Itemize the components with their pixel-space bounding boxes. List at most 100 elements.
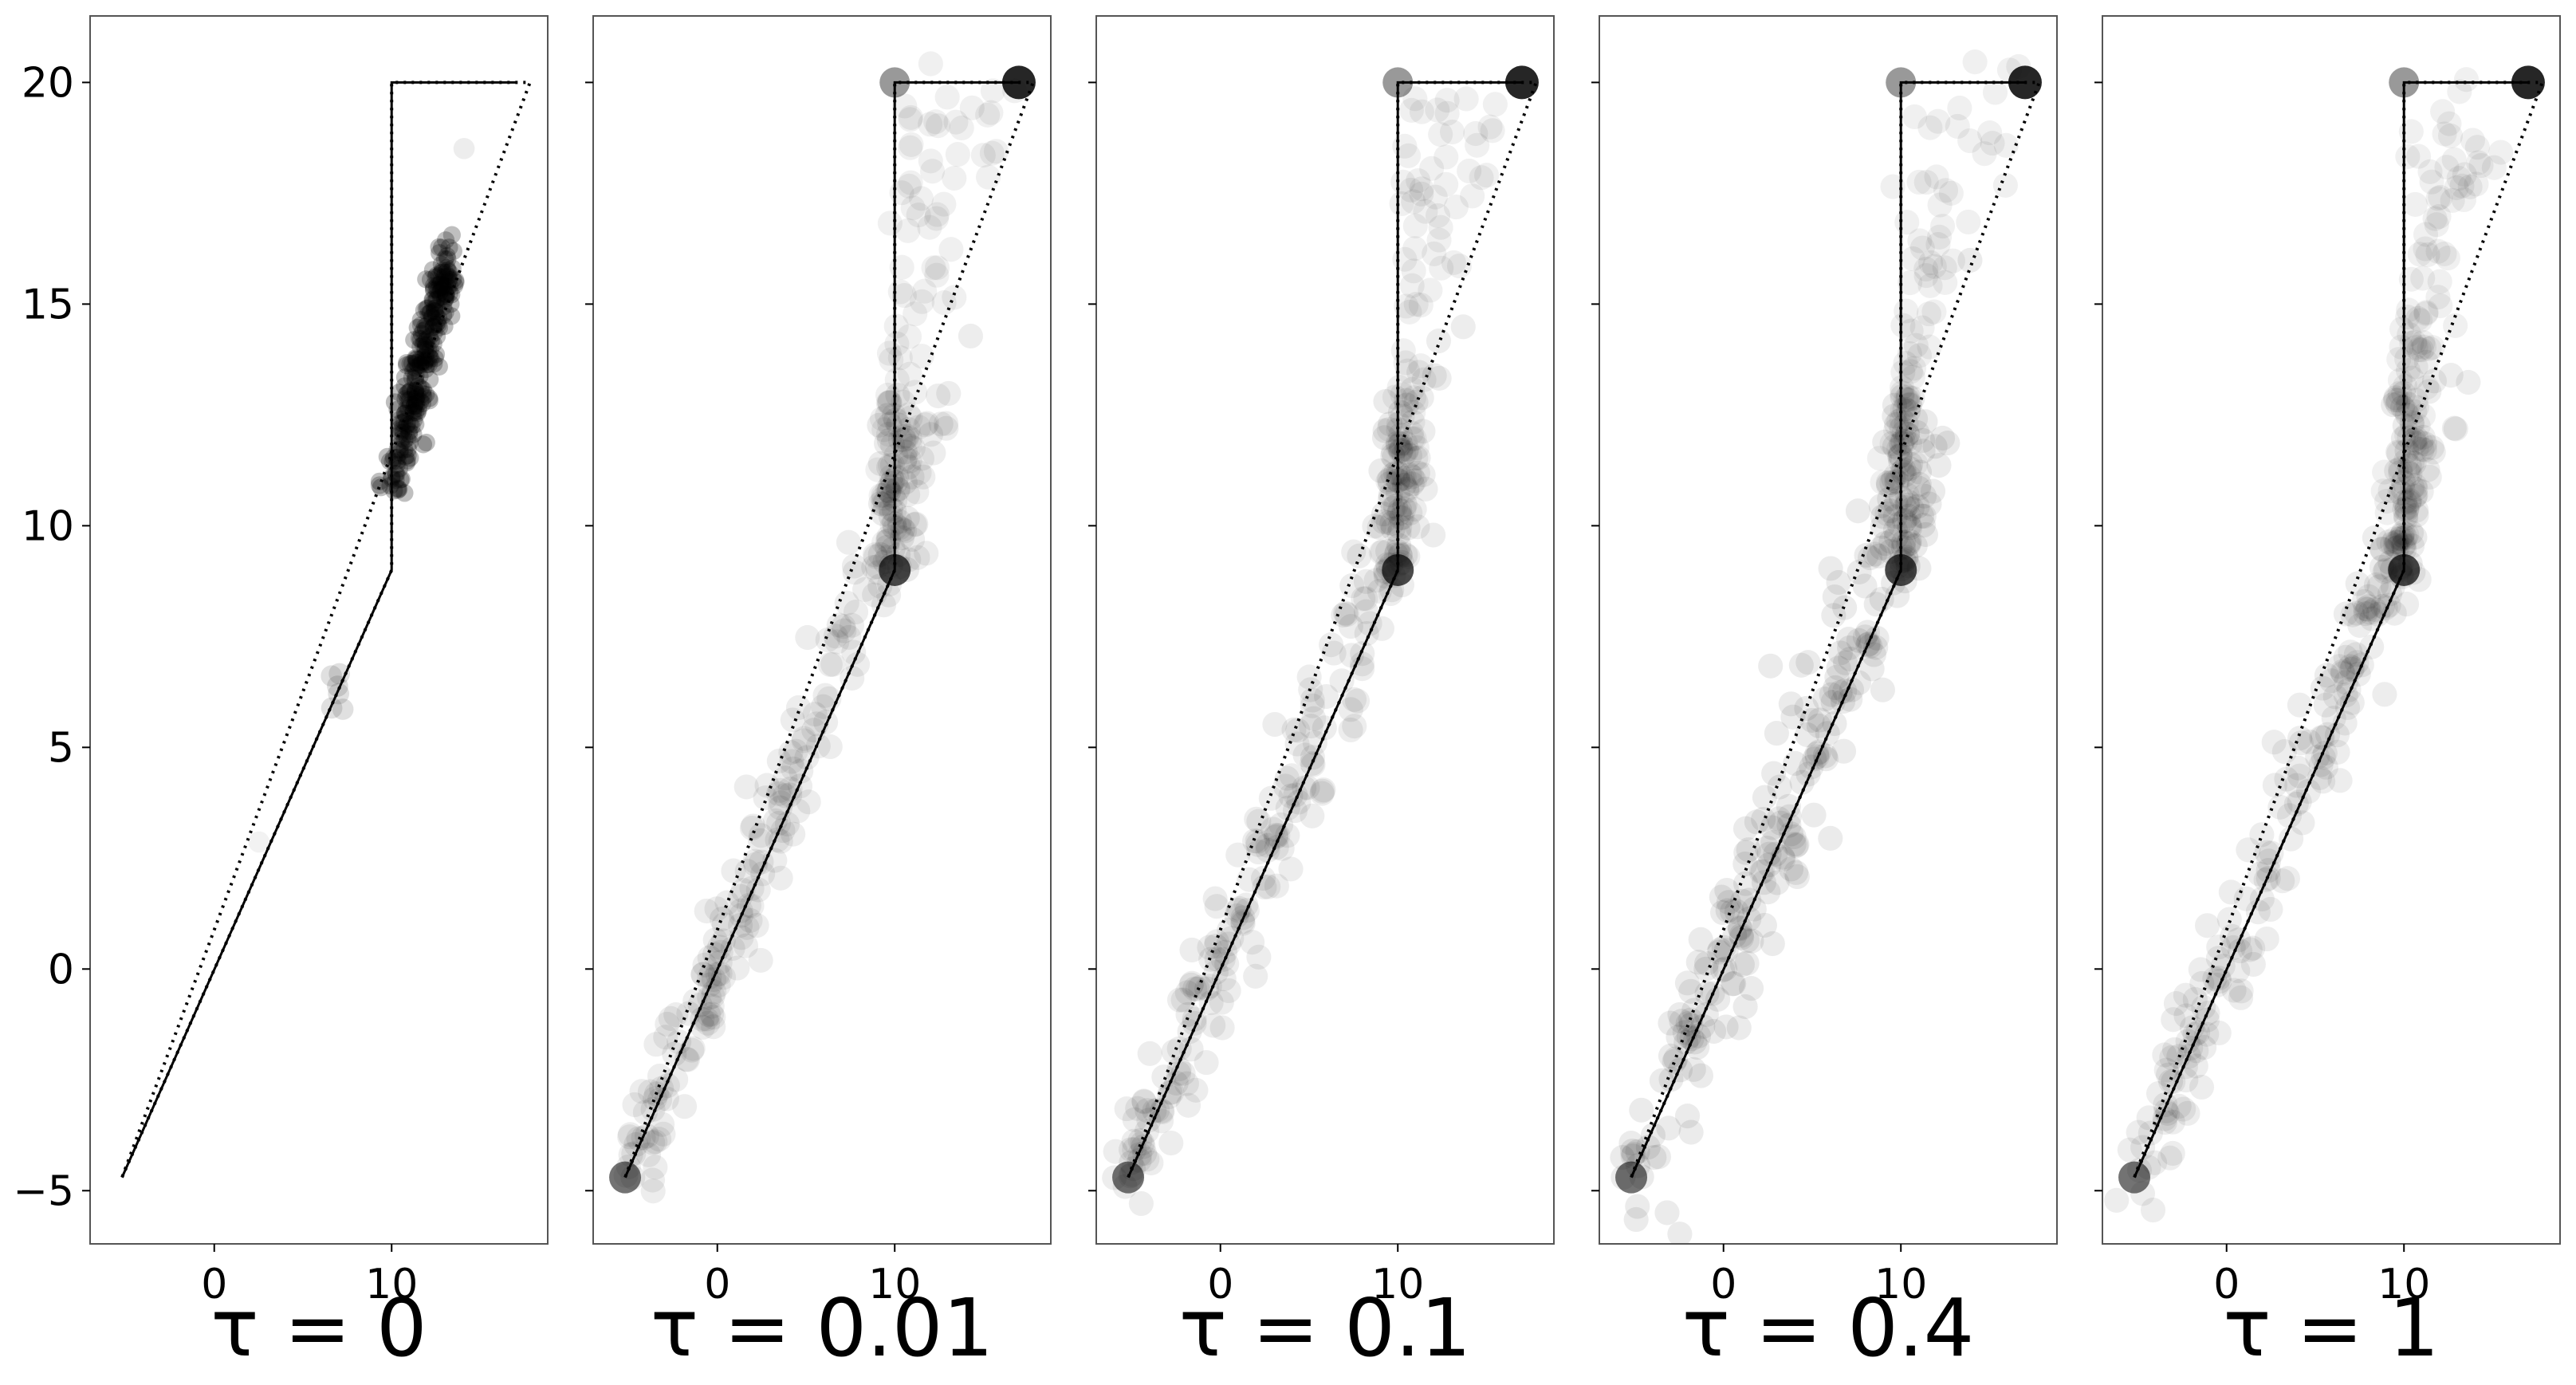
sample-point — [2206, 934, 2232, 960]
goal-marker — [1504, 65, 1539, 100]
start-marker — [609, 1161, 642, 1194]
sample-point — [1898, 359, 1923, 384]
sample-point — [879, 470, 904, 496]
sample-point — [396, 447, 415, 466]
sample-point — [2434, 155, 2460, 180]
sample-point — [1897, 465, 1922, 490]
sample-point — [2405, 144, 2432, 169]
sample-point — [1209, 990, 1234, 1015]
sample-point — [425, 355, 443, 373]
sample-point — [425, 301, 444, 321]
sample-point — [2254, 926, 2279, 952]
sample-point — [1389, 191, 1414, 217]
sample-point — [446, 271, 465, 289]
sample-point — [654, 1086, 679, 1112]
sample-point — [1409, 176, 1434, 202]
sample-point — [1482, 92, 1508, 117]
sample-point — [2370, 593, 2396, 620]
sample-point — [1394, 358, 1421, 384]
sample-point — [1450, 314, 1476, 340]
sample-point — [1465, 132, 1490, 158]
sample-point — [702, 927, 728, 953]
sample-point — [1301, 706, 1327, 731]
sample-point — [908, 186, 934, 211]
sample-point — [1371, 502, 1397, 527]
sample-point — [2413, 349, 2439, 375]
sample-point — [871, 482, 896, 508]
sample-point — [1182, 976, 1208, 1001]
sample-point — [1463, 120, 1489, 147]
sample-point — [401, 449, 419, 467]
sample-point — [414, 380, 432, 399]
sample-point — [2155, 1062, 2181, 1088]
sample-point — [1406, 360, 1432, 385]
sample-point — [1378, 486, 1403, 512]
sample-point — [1408, 293, 1434, 318]
sample-point — [1413, 199, 1438, 224]
sample-point — [2409, 337, 2434, 363]
sample-point — [894, 423, 919, 449]
sample-point — [2441, 147, 2467, 172]
sample-point — [879, 464, 904, 490]
sample-point — [1264, 835, 1289, 860]
sample-point — [1861, 642, 1886, 667]
sample-point — [1302, 730, 1327, 756]
sample-point — [2276, 803, 2303, 828]
sample-point — [1373, 388, 1398, 415]
sample-point — [913, 412, 938, 438]
sample-point — [2157, 1145, 2183, 1171]
demo-path — [1127, 81, 1522, 1178]
sample-point — [1940, 248, 1966, 273]
sample-point — [1395, 143, 1422, 168]
sample-point — [1945, 113, 1970, 140]
sample-point — [898, 170, 923, 195]
sample-point — [425, 300, 444, 318]
sample-point — [1258, 785, 1284, 811]
x-tick-label: 0 — [704, 1261, 730, 1308]
sample-point — [900, 526, 926, 553]
sample-point — [1826, 655, 1851, 681]
sample-point — [1103, 1139, 1128, 1164]
sample-point — [1918, 250, 1944, 276]
plot-area — [1610, 49, 2042, 1244]
sample-point — [1394, 478, 1420, 504]
sample-point — [875, 534, 900, 560]
sample-point — [887, 279, 913, 305]
sample-point — [2338, 639, 2363, 665]
sample-point — [1776, 804, 1802, 829]
sample-point — [1870, 513, 1895, 539]
sample-point — [1836, 627, 1862, 652]
sample-point — [1310, 778, 1335, 804]
sample-point — [1477, 114, 1503, 140]
sample-point — [2412, 437, 2437, 462]
sample-point — [2389, 480, 2414, 506]
sample-point — [409, 399, 428, 417]
sample-point — [388, 451, 407, 470]
sample-point — [416, 346, 435, 364]
sample-point — [436, 264, 454, 282]
sample-point — [884, 331, 910, 356]
sample-point — [424, 335, 442, 353]
sample-point — [1619, 1138, 1646, 1164]
sample-point — [1729, 888, 1756, 914]
sample-point — [1377, 470, 1402, 496]
sample-point — [1900, 246, 1925, 272]
sample-point — [1674, 970, 1701, 996]
sample-point — [1905, 419, 1930, 446]
sample-point — [414, 336, 432, 354]
plot-area — [1102, 65, 1539, 1217]
sample-point — [1474, 163, 1500, 188]
sample-point — [1732, 852, 1758, 877]
sample-point — [2407, 242, 2432, 267]
sample-point — [2436, 111, 2462, 136]
sample-point — [398, 451, 416, 470]
sample-point — [1309, 781, 1335, 806]
sample-point — [403, 368, 421, 387]
sample-point — [1902, 104, 1928, 129]
sample-point — [1713, 1014, 1739, 1040]
sample-point — [1439, 119, 1465, 145]
sample-point — [2427, 269, 2452, 294]
sample-point — [430, 267, 448, 285]
sample-point — [1784, 832, 1810, 857]
sample-point — [1748, 859, 1774, 885]
